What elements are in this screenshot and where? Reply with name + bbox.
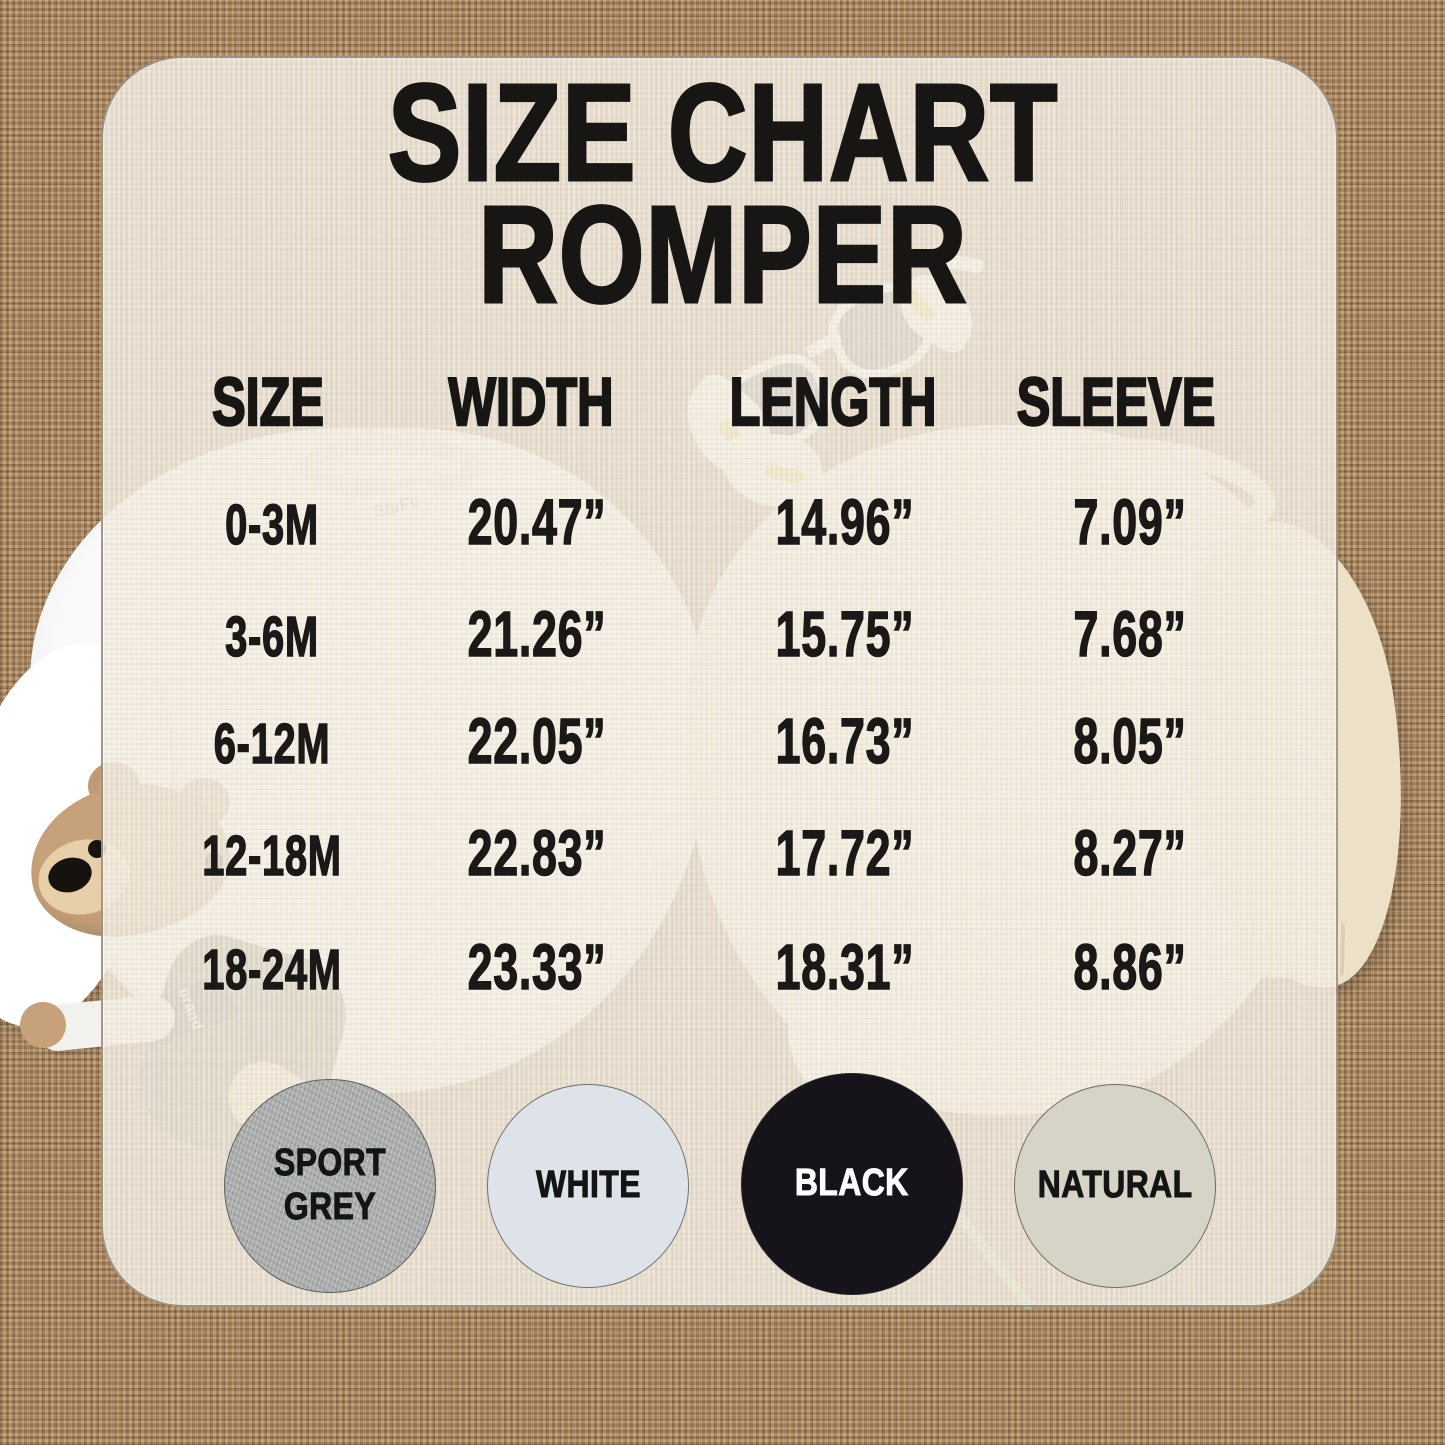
swatch-label: WHITE — [535, 1164, 641, 1207]
color-swatch-natural: NATURAL — [1014, 1084, 1216, 1288]
column-header-width: WIDTH — [448, 363, 615, 442]
size-cell: 6-12M — [213, 711, 331, 777]
length-cell: 14.96” — [775, 485, 915, 559]
swatch-label: NATURAL — [1037, 1164, 1193, 1207]
swatch-label: SPORT GREY — [273, 1142, 387, 1229]
color-swatch-sport-grey: SPORT GREY — [224, 1079, 436, 1293]
chart-title-line1: SIZE CHART — [386, 56, 1058, 210]
length-cell: 16.73” — [775, 704, 915, 778]
width-cell: 21.26” — [467, 597, 607, 671]
length-cell: 18.31” — [775, 930, 915, 1004]
teddy-bear-paw — [20, 1002, 66, 1048]
color-swatch-white: WHITE — [487, 1084, 689, 1288]
column-header-sleeve: SLEEVE — [1016, 363, 1216, 442]
sleeve-cell: 8.27” — [1073, 816, 1187, 890]
length-cell: 15.75” — [775, 597, 915, 671]
size-cell: 12-18M — [202, 823, 342, 889]
column-header-length: LENGTH — [729, 363, 938, 442]
sleeve-cell: 7.09” — [1073, 485, 1187, 559]
width-cell: 22.83” — [467, 816, 607, 890]
size-cell: 18-24M — [202, 937, 342, 1003]
column-header-size: SIZE — [211, 363, 325, 442]
sleeve-cell: 7.68” — [1073, 597, 1187, 671]
size-cell: 0-3M — [225, 492, 319, 558]
sleeve-cell: 8.05” — [1073, 704, 1187, 778]
width-cell: 23.33” — [467, 930, 607, 1004]
sleeve-cell: 8.86” — [1073, 930, 1187, 1004]
chart-title-line2: ROMPER — [477, 178, 968, 332]
swatch-label: BLACK — [795, 1162, 909, 1205]
width-cell: 20.47” — [467, 485, 607, 559]
color-swatch-black: BLACK — [741, 1073, 963, 1295]
width-cell: 22.05” — [467, 704, 607, 778]
length-cell: 17.72” — [775, 816, 915, 890]
size-cell: 3-6M — [225, 604, 319, 670]
